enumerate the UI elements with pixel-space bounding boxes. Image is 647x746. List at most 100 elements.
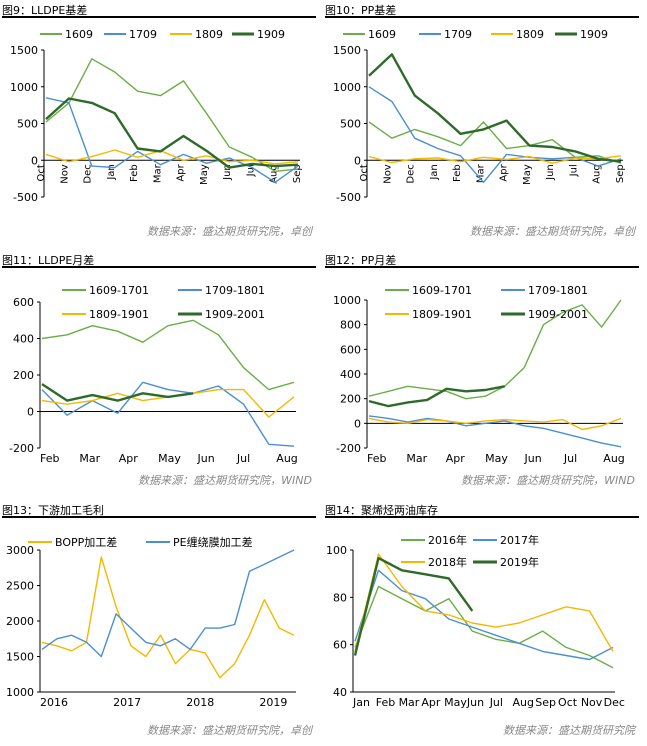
series-line-0 — [368, 121, 622, 164]
series-line-2 — [354, 553, 614, 652]
y-tick-label: 200 — [340, 393, 361, 406]
legend-label: 1909 — [257, 28, 285, 41]
x-tick-label: 2017 — [113, 696, 141, 709]
y-tick-label: 60 — [333, 639, 347, 652]
series-line-3 — [41, 383, 194, 402]
panel-title: 图14：聚烯烃两油库存 — [325, 502, 639, 518]
legend-label: 1609-1701 — [89, 284, 149, 297]
x-tick-label: Aug — [592, 164, 603, 184]
y-tick-label: -200 — [9, 442, 34, 455]
x-tick-label: Nov — [59, 164, 70, 184]
series-line-1 — [354, 569, 614, 661]
y-tick-label: 1000 — [6, 686, 34, 699]
series-line-1 — [45, 97, 299, 184]
x-tick-label: Mar — [406, 452, 427, 465]
y-tick-label: 1000 — [333, 81, 361, 94]
legend-label: 1809-1901 — [89, 308, 149, 321]
y-tick-label: 0 — [354, 417, 361, 430]
panel-title: 图13：下游加工毛利 — [2, 502, 316, 518]
chart-downstream-margin: 3000 2500 2000 1500 1000 2016 2017 2018 2019 BOPP… — [6, 535, 296, 709]
y-tick-label: 0 — [354, 154, 361, 167]
series-line-3 — [45, 97, 299, 169]
legend-label: 1909-2001 — [528, 308, 588, 321]
y-tick-label: -500 — [13, 191, 38, 204]
source-note: 数据来源：盛达期货研究院，WIND — [461, 474, 635, 487]
legend-label: 1909-2001 — [205, 308, 265, 321]
x-tick-label: Aug — [276, 452, 297, 465]
x-tick-label: Mar — [152, 163, 163, 183]
x-tick-label: Nov — [382, 164, 393, 184]
panel-pp-basis: 图10：PP基差 1500 1000 500 0 -500 Oct Nov Dec Jan Feb… — [323, 0, 641, 246]
x-tick-label: Jan — [429, 164, 440, 180]
x-tick-label: Jun — [197, 452, 215, 465]
chart-pp-basis: 1500 1000 500 0 -500 Oct Nov Dec Jan Feb Mar Apr May… — [333, 28, 626, 204]
chart-lldpe-basis: 1500 1000 500 0 -500 Oct Nov Dec Jan Feb Mar Apr May… — [10, 28, 303, 204]
x-tick-label: Jun — [466, 696, 484, 709]
x-tick-label: Feb — [129, 164, 140, 182]
series-line-2 — [368, 155, 622, 164]
legend-label: 2016年 — [428, 533, 467, 547]
series-line-3 — [353, 556, 474, 656]
x-tick-label: Jan — [106, 164, 117, 180]
x-tick-label: Oct — [359, 164, 370, 181]
x-tick-label: Dec — [406, 164, 417, 183]
y-tick-label: -500 — [336, 191, 361, 204]
x-tick-label: Dec — [604, 696, 625, 709]
y-tick-label: 40 — [333, 686, 347, 699]
y-tick-label: 600 — [340, 343, 361, 356]
x-tick-label: Jul — [568, 164, 579, 177]
panel-title: 图11：LLDPE月差 — [2, 252, 316, 268]
x-tick-label: Feb — [367, 452, 386, 465]
x-tick-label: Jul — [489, 696, 503, 709]
x-tick-label: Sep — [292, 164, 303, 183]
x-tick-label: Jun — [222, 164, 233, 181]
y-tick-label: 800 — [340, 319, 361, 332]
series-line-3 — [368, 53, 622, 163]
x-tick-label: Apr — [421, 696, 441, 709]
x-tick-label: Apr — [446, 452, 466, 465]
series-line-2 — [41, 388, 295, 418]
series-line-1 — [41, 381, 295, 447]
legend-label: 2017年 — [500, 533, 539, 547]
x-tick-label: Sep — [535, 696, 556, 709]
x-tick-label: Aug — [269, 164, 280, 184]
panel-lldpe-spread: 图11：LLDPE月差 600 400 200 0 -200 Feb Mar Apr May Ju… — [0, 250, 318, 496]
y-tick-label: 3000 — [6, 544, 34, 557]
x-tick-label: Feb — [376, 696, 395, 709]
y-tick-label: 0 — [27, 406, 34, 419]
y-tick-label: 1000 — [10, 81, 38, 94]
series-line-3 — [368, 385, 505, 408]
series-line-0 — [45, 58, 299, 173]
y-tick-label: 500 — [340, 118, 361, 131]
legend-label: 1709 — [129, 28, 157, 41]
legend-label: 1609 — [65, 28, 93, 41]
series-line-2 — [45, 149, 299, 165]
legend-label: 1609 — [368, 28, 396, 41]
y-tick-label: 600 — [13, 296, 34, 309]
panel-title: 图12：PP月差 — [325, 252, 639, 268]
x-tick-label: Jul — [245, 164, 256, 177]
x-tick-label: May — [522, 164, 533, 185]
x-tick-label: Oct — [36, 164, 47, 181]
x-tick-label: Aug — [603, 452, 624, 465]
y-tick-label: 500 — [17, 118, 38, 131]
legend-label: PE缠绕膜加工差 — [173, 535, 253, 549]
y-tick-label: 1500 — [6, 651, 34, 664]
y-tick-label: 2500 — [6, 580, 34, 593]
chart-inventory: 100 80 60 40 Jan Feb Mar Apr May Jun Jul Aug Sep Oct N… — [326, 533, 625, 709]
series-line-0 — [354, 585, 614, 669]
source-note: 数据来源：盛达期货研究院，卓创 — [147, 225, 312, 238]
source-note: 数据来源：盛达期货研究院，卓创 — [470, 225, 635, 238]
x-tick-label: May — [444, 696, 467, 709]
source-note: 数据来源：盛达期货研究院，卓创 — [147, 724, 312, 737]
legend-label: 2018年 — [428, 555, 467, 569]
chart-lldpe-spread: 600 400 200 0 -200 Feb Mar Apr May Jun Jul Aug 1609-… — [9, 284, 298, 465]
series-line-1 — [41, 549, 295, 658]
x-tick-label: Feb — [452, 164, 463, 182]
x-tick-label: Apr — [499, 163, 510, 181]
y-tick-label: 1000 — [333, 294, 361, 307]
x-tick-label: Jun — [545, 164, 556, 181]
legend-label: 1609-1701 — [412, 284, 472, 297]
y-tick-label: 1500 — [10, 44, 38, 57]
legend-label: 1809 — [516, 28, 544, 41]
